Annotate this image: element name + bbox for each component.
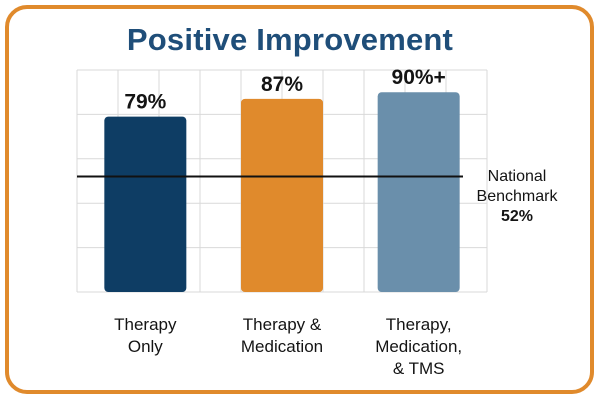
category-label: & TMS [393, 359, 445, 378]
category-label: Only [128, 337, 163, 356]
bar [241, 98, 323, 292]
category-label: Medication, [375, 337, 462, 356]
benchmark-value: 52% [501, 208, 533, 225]
category-label: Therapy & [243, 315, 322, 334]
bar-value-label: 87% [261, 73, 303, 96]
bar [104, 116, 187, 293]
benchmark-label: Benchmark [477, 188, 559, 205]
bar [377, 92, 460, 292]
bar-value-label: 79% [124, 91, 166, 114]
category-label: Medication [241, 337, 323, 356]
category-label: Therapy, [386, 315, 452, 334]
benchmark-label: National [488, 168, 547, 185]
bar-value-label: 90%+ [392, 66, 446, 89]
chart-title: Positive Improvement [126, 22, 454, 57]
category-label: Therapy [114, 315, 177, 334]
